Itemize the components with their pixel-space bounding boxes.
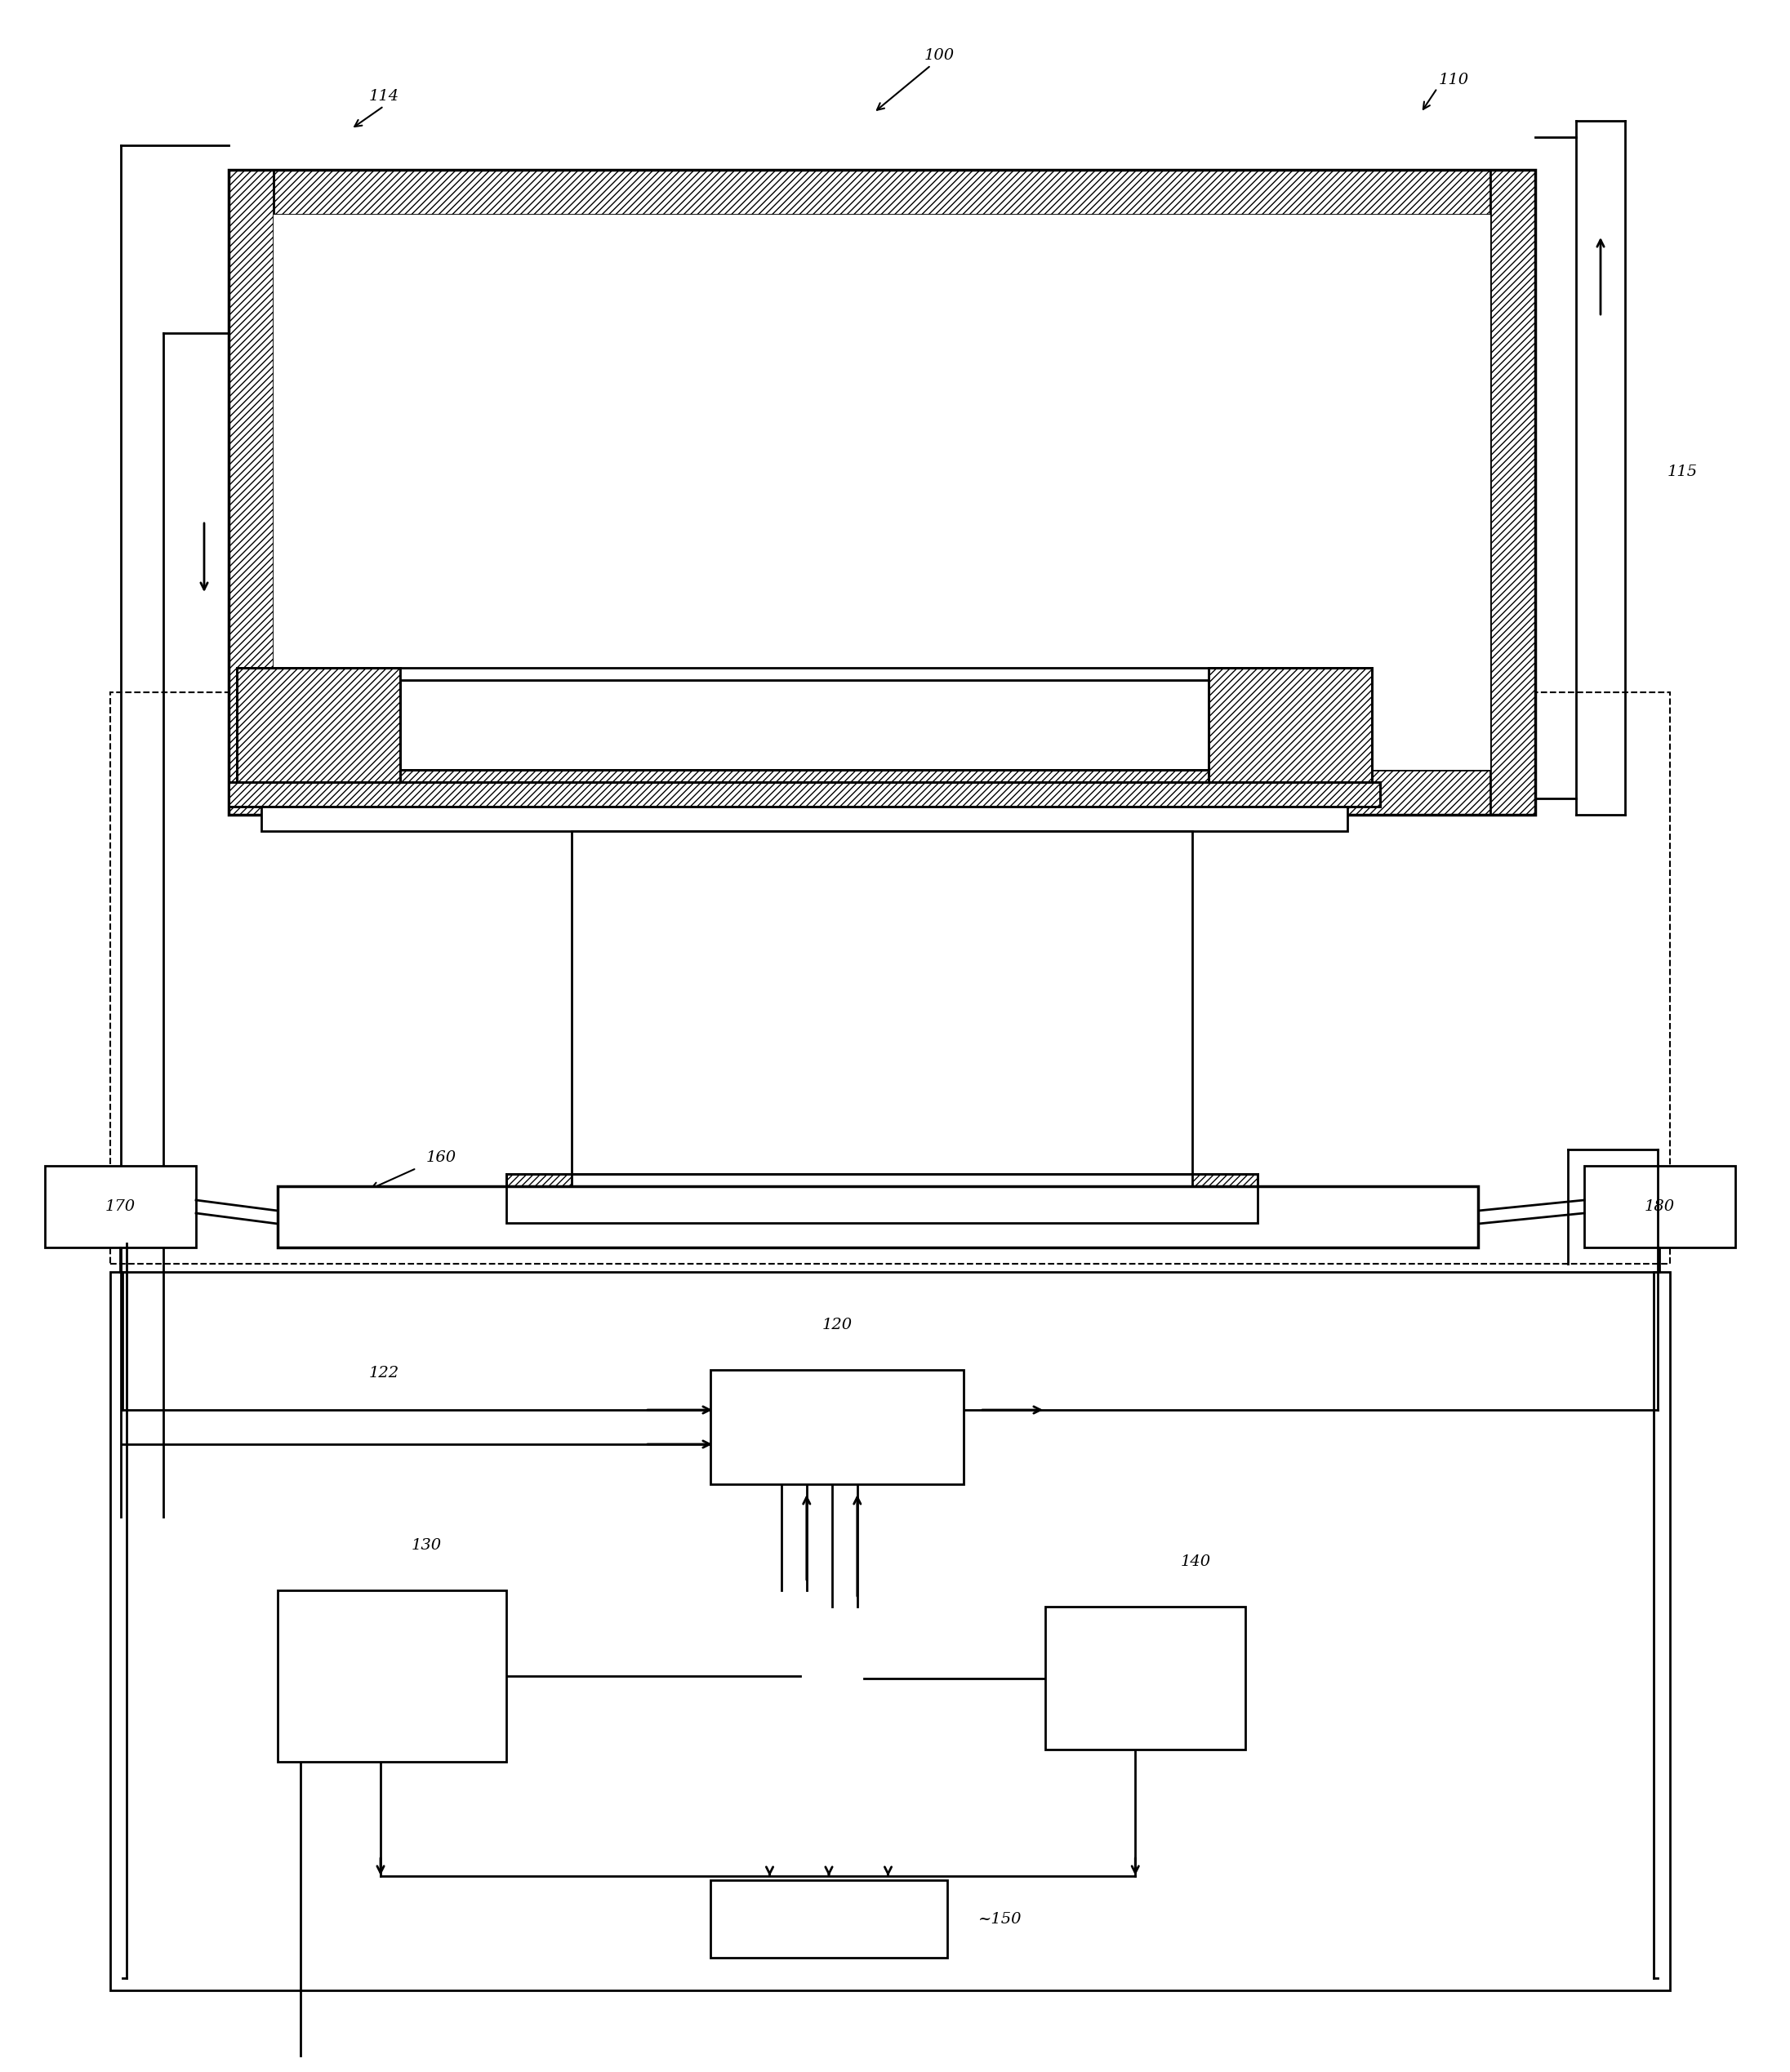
Bar	[1208, 667, 1371, 781]
Text: 180: 180	[1645, 1200, 1674, 1214]
Bar	[571, 831, 1192, 1175]
Bar	[229, 781, 1380, 806]
Text: 170: 170	[106, 1200, 136, 1214]
Bar	[261, 806, 1348, 831]
Text: SYSTEM: SYSTEM	[1117, 1707, 1172, 1720]
Bar	[1045, 1606, 1246, 1749]
Text: FLUID: FLUID	[1126, 1631, 1165, 1643]
Text: SUPPLY: SUPPLY	[367, 1676, 417, 1689]
Bar	[111, 692, 1670, 1264]
Bar	[236, 667, 401, 781]
Text: 190: 190	[863, 1210, 893, 1225]
Bar	[401, 680, 1208, 771]
Text: 114: 114	[369, 89, 399, 104]
Bar	[1208, 667, 1371, 781]
Bar	[274, 215, 1491, 771]
Text: ~112~: ~112~	[836, 375, 897, 390]
Text: 120: 120	[822, 1318, 852, 1332]
Text: RECIRCULATION: RECIRCULATION	[784, 1405, 891, 1415]
Bar	[1491, 170, 1536, 814]
Text: 122: 122	[369, 1365, 399, 1380]
Bar	[507, 1175, 1258, 1222]
Text: SYSTEM: SYSTEM	[809, 1446, 865, 1459]
Bar	[277, 1185, 1479, 1247]
Text: CONTROLLER: CONTROLLER	[784, 1912, 874, 1925]
Text: 115: 115	[1666, 464, 1697, 479]
Bar	[229, 771, 1536, 814]
Bar	[277, 1591, 507, 1761]
Bar	[111, 1272, 1670, 1991]
Text: SUPPLY: SUPPLY	[1121, 1668, 1171, 1680]
Bar	[1584, 1167, 1735, 1247]
Bar	[507, 1175, 571, 1222]
Text: 118: 118	[850, 970, 881, 986]
Bar	[711, 1879, 947, 1958]
Text: CHEMISTRY: CHEMISTRY	[353, 1643, 431, 1656]
Bar	[507, 1175, 1258, 1222]
Bar	[229, 781, 1380, 806]
Text: PROCESS: PROCESS	[362, 1612, 422, 1624]
Text: ~150: ~150	[979, 1912, 1022, 1927]
Bar	[711, 1370, 963, 1484]
Text: 116: 116	[1308, 628, 1339, 642]
Bar	[229, 170, 274, 814]
Text: 140: 140	[1180, 1554, 1210, 1569]
Text: 160: 160	[426, 1150, 456, 1164]
Bar	[1192, 1175, 1258, 1222]
Bar	[45, 1167, 195, 1247]
Bar	[236, 667, 401, 781]
Text: 100: 100	[924, 48, 954, 62]
Bar	[401, 667, 1208, 680]
Bar	[229, 170, 1536, 215]
Bar	[229, 170, 1536, 814]
Text: SYSTEM: SYSTEM	[365, 1714, 419, 1726]
Text: 130: 130	[412, 1537, 442, 1552]
Text: 110: 110	[1439, 73, 1470, 87]
Text: 105: 105	[850, 611, 881, 626]
